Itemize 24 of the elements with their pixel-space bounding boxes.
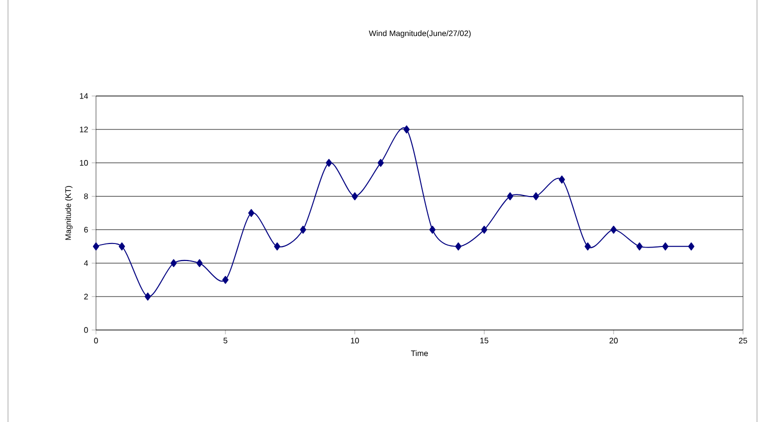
point (196, 259, 203, 268)
point (584, 242, 591, 250)
point (274, 242, 280, 250)
point (688, 242, 694, 250)
point (352, 192, 358, 200)
point (558, 176, 565, 184)
point (300, 226, 306, 234)
point (222, 276, 229, 284)
point (378, 158, 384, 167)
point (636, 242, 643, 250)
point (506, 192, 514, 200)
point (144, 292, 151, 301)
point (481, 226, 488, 234)
point (170, 259, 177, 268)
point (118, 242, 125, 250)
point (92, 242, 100, 250)
point (662, 242, 668, 250)
point (429, 226, 436, 234)
point (326, 158, 332, 167)
point (455, 242, 462, 250)
point (403, 125, 410, 134)
point (532, 192, 540, 200)
point (610, 226, 617, 234)
point (248, 209, 254, 217)
